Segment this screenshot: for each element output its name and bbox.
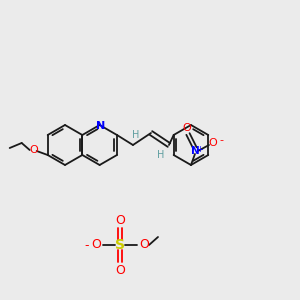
Text: O: O (139, 238, 149, 251)
Text: -: - (85, 239, 89, 253)
Text: O: O (115, 214, 125, 226)
Text: N: N (96, 121, 105, 131)
Text: N: N (190, 146, 199, 156)
Text: O: O (91, 238, 101, 251)
Text: H: H (132, 130, 140, 140)
Text: +: + (196, 146, 203, 154)
Text: O: O (115, 263, 125, 277)
Text: S: S (115, 238, 125, 252)
Text: H: H (157, 150, 165, 160)
Text: O: O (183, 123, 191, 133)
Text: O: O (29, 145, 38, 155)
Text: O: O (208, 138, 217, 148)
Text: -: - (219, 135, 223, 145)
